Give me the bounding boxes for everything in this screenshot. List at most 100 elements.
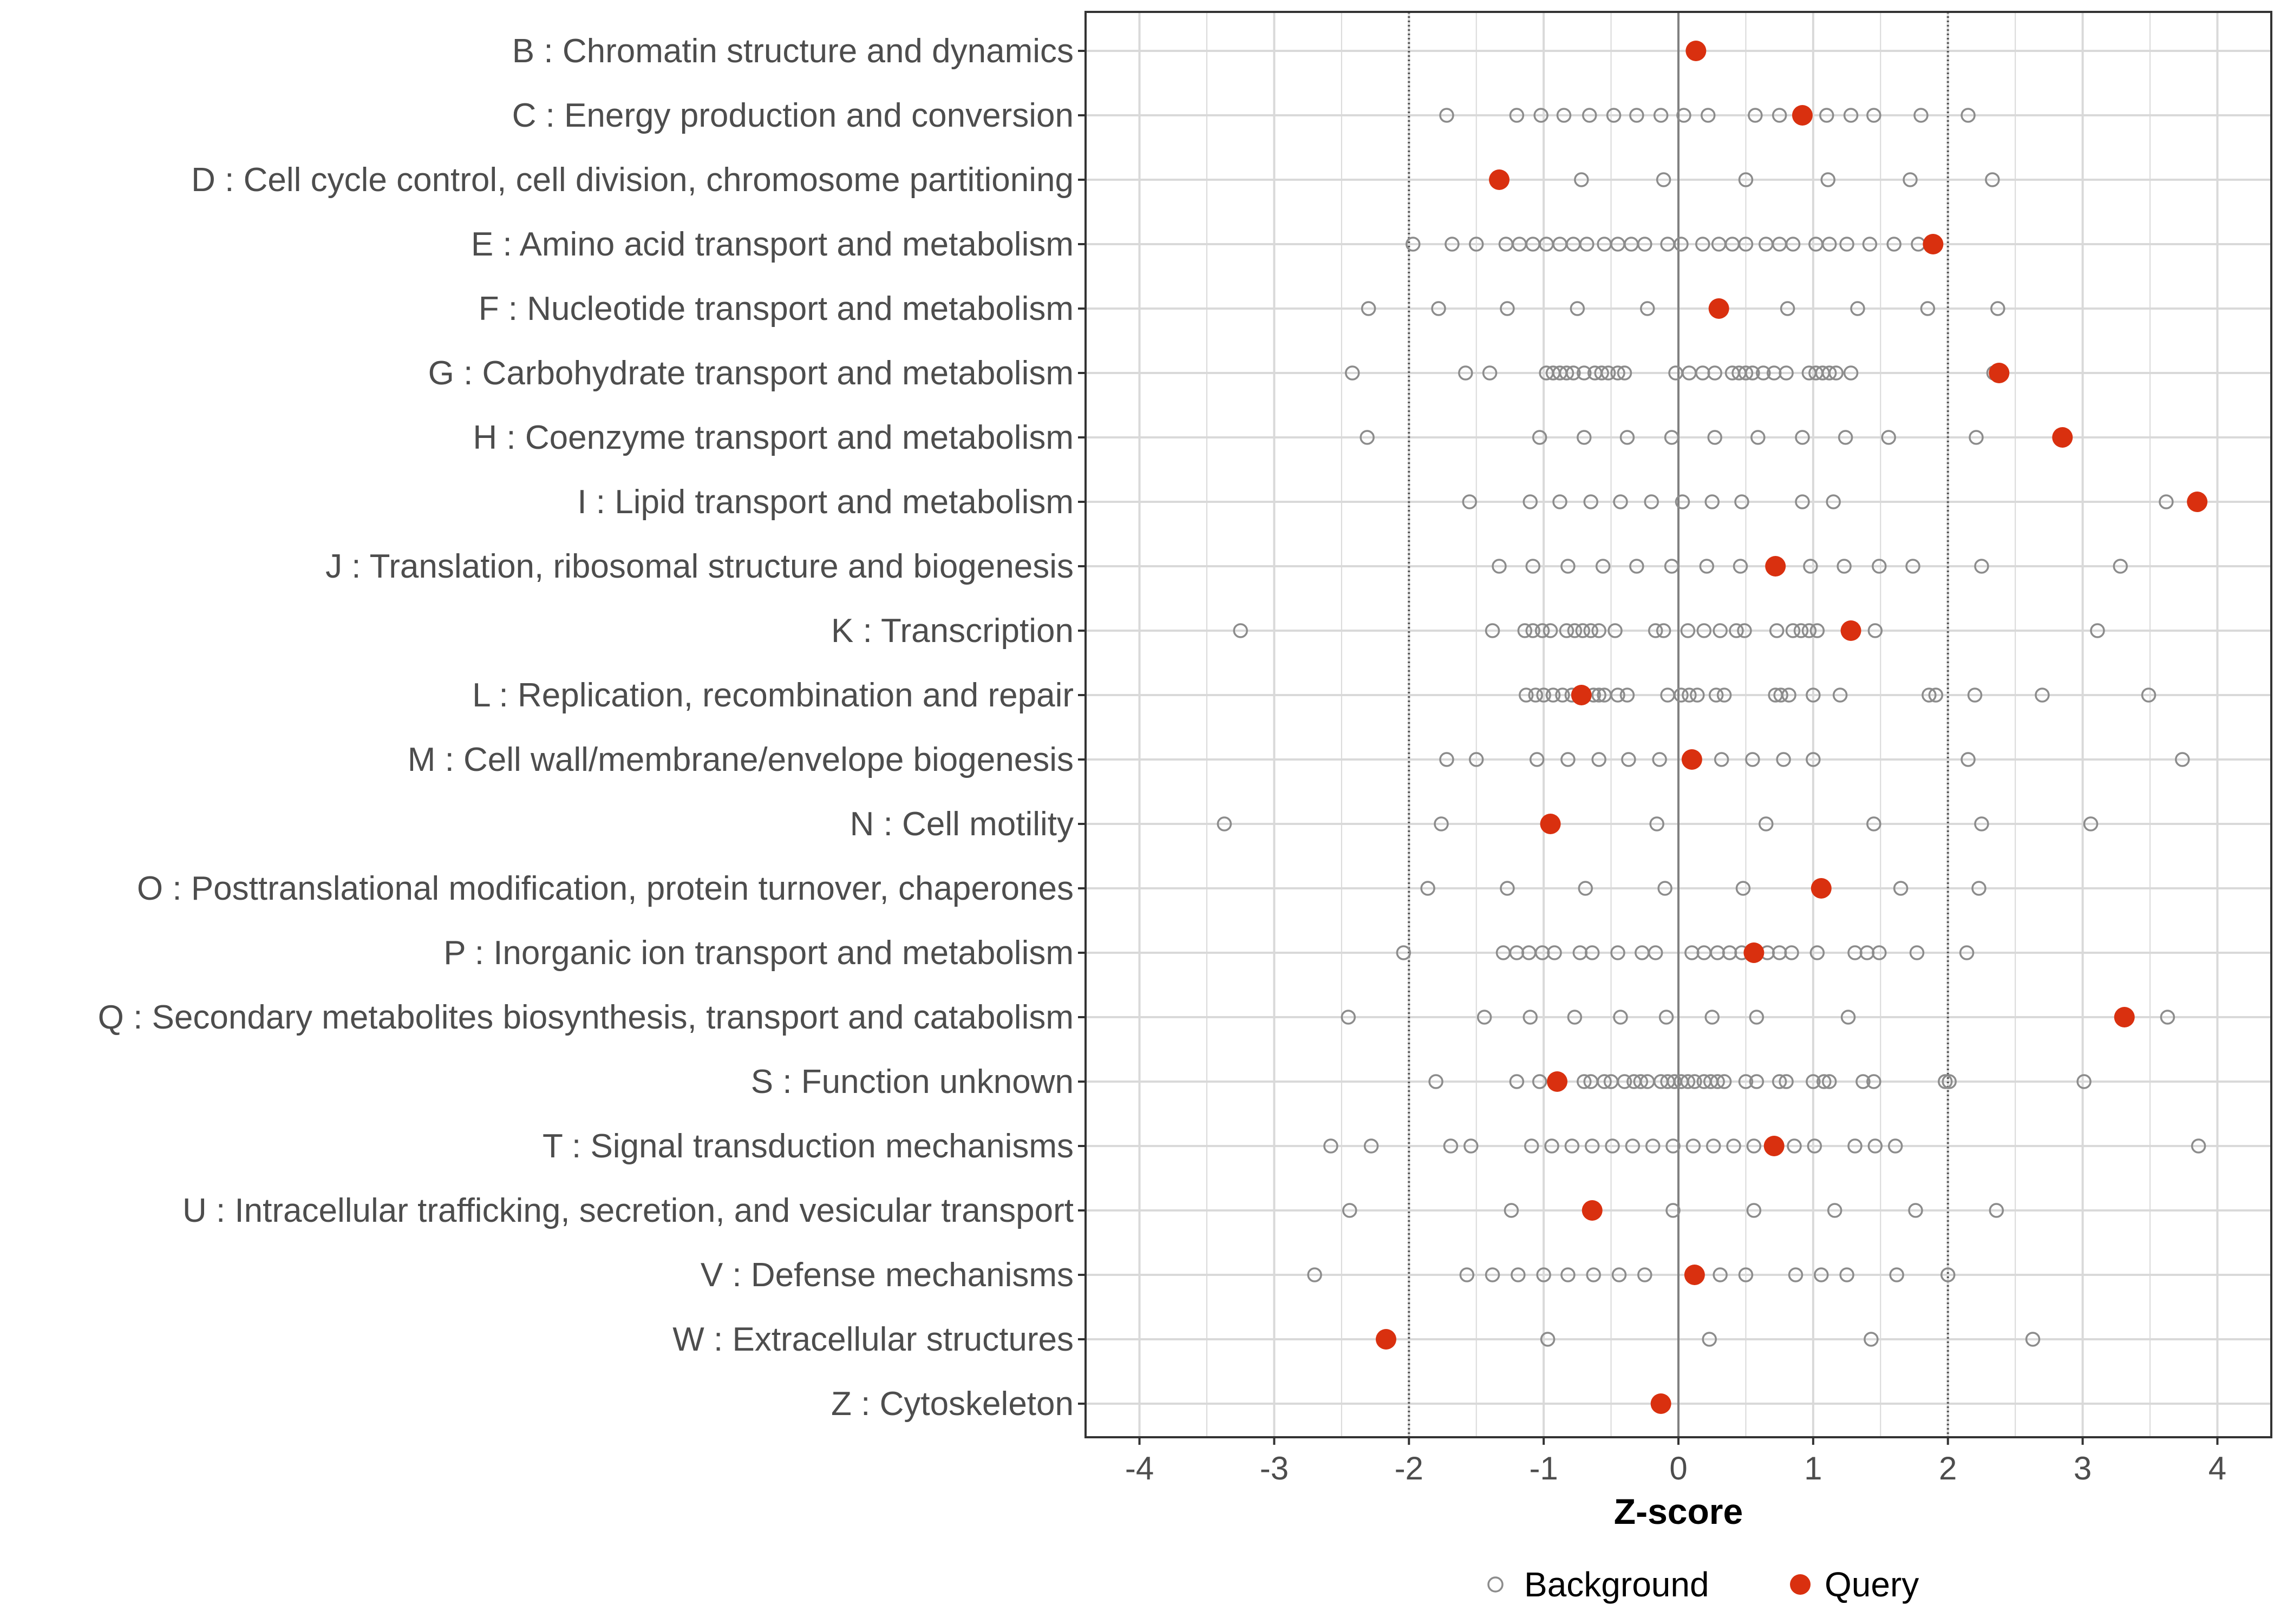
background-point — [1525, 623, 1540, 638]
background-point — [1608, 623, 1623, 638]
background-point — [1468, 237, 1484, 252]
background-point — [1675, 494, 1690, 509]
background-point — [1656, 172, 1671, 187]
category-label: I : Lipid transport and metabolism — [577, 483, 1074, 521]
background-point — [1591, 752, 1606, 767]
query-point — [1489, 169, 1510, 190]
category-label: E : Amino acid transport and metabolism — [471, 226, 1074, 263]
background-point — [1847, 1138, 1863, 1154]
background-point — [1793, 623, 1809, 638]
background-point — [1533, 108, 1548, 123]
background-point — [1959, 945, 1975, 960]
background-point — [1492, 559, 1507, 574]
background-point — [1664, 559, 1680, 574]
query-point — [1540, 814, 1561, 834]
background-point — [1591, 687, 1606, 703]
background-point — [1658, 1010, 1674, 1025]
background-point — [1699, 559, 1715, 574]
background-point — [1536, 687, 1551, 703]
background-point — [1619, 430, 1635, 445]
background-point — [1928, 687, 1944, 703]
query-point — [1708, 298, 1729, 319]
background-point — [2191, 1138, 2206, 1154]
background-point — [1517, 623, 1533, 638]
x-tick-label: -4 — [1125, 1450, 1154, 1487]
query-point — [2052, 427, 2073, 448]
background-point — [1621, 752, 1636, 767]
background-point — [1532, 1074, 1547, 1089]
background-point — [1462, 494, 1478, 509]
background-point — [2035, 687, 2050, 703]
background-point — [1606, 108, 1622, 123]
background-point — [1826, 494, 1841, 509]
background-point — [1543, 623, 1558, 638]
background-point — [1938, 1074, 1953, 1089]
query-point — [1792, 105, 1813, 126]
background-point — [1570, 301, 1585, 316]
query-point — [1375, 1329, 1396, 1350]
background-point — [1773, 687, 1788, 703]
x-tick-label: 3 — [2074, 1450, 2092, 1487]
background-point — [1323, 1138, 1338, 1154]
background-point — [1839, 237, 1854, 252]
background-point — [1749, 1074, 1765, 1089]
background-point — [1619, 687, 1635, 703]
background-point — [1843, 108, 1859, 123]
background-point — [1748, 108, 1763, 123]
background-point — [1525, 559, 1540, 574]
background-point — [1809, 623, 1825, 638]
background-point — [1633, 1074, 1649, 1089]
background-point — [1458, 365, 1473, 381]
background-point — [1657, 881, 1672, 896]
legend-marker-query — [1790, 1574, 1811, 1595]
background-point — [1787, 1138, 1802, 1154]
background-point — [1839, 1267, 1854, 1282]
background-point — [1509, 1074, 1525, 1089]
background-point — [1522, 494, 1538, 509]
query-point — [1547, 1071, 1568, 1092]
background-point — [1821, 365, 1837, 381]
background-point — [1405, 237, 1421, 252]
background-point — [1738, 365, 1754, 381]
background-point — [1536, 1267, 1551, 1282]
background-point — [1529, 752, 1545, 767]
background-point — [1867, 1138, 1883, 1154]
background-point — [1866, 108, 1881, 123]
background-point — [1779, 1074, 1794, 1089]
query-point — [1811, 878, 1832, 899]
background-point — [1685, 1138, 1701, 1154]
category-label: K : Transcription — [831, 612, 1074, 650]
background-point — [1989, 1203, 2004, 1218]
background-point — [1866, 1074, 1881, 1089]
background-point — [1881, 430, 1896, 445]
background-point — [1707, 365, 1722, 381]
background-point — [1701, 108, 1716, 123]
background-point — [1738, 1267, 1754, 1282]
background-point — [1920, 301, 1936, 316]
background-point — [1738, 172, 1754, 187]
category-label: V : Defense mechanisms — [701, 1256, 1074, 1294]
background-point — [1838, 430, 1853, 445]
background-point — [1862, 237, 1878, 252]
background-point — [1544, 1138, 1559, 1154]
background-point — [1905, 559, 1920, 574]
background-point — [1560, 559, 1576, 574]
background-point — [1577, 365, 1592, 381]
category-label: M : Cell wall/membrane/envelope biogenes… — [408, 741, 1074, 778]
background-point — [1690, 687, 1705, 703]
background-point — [1713, 1267, 1728, 1282]
background-point — [1645, 1138, 1661, 1154]
background-point — [1820, 172, 1835, 187]
background-point — [1746, 1138, 1762, 1154]
background-point — [1749, 1010, 1765, 1025]
background-point — [1887, 1138, 1903, 1154]
background-point — [1597, 1074, 1612, 1089]
category-label: C : Energy production and conversion — [512, 97, 1074, 134]
background-point — [1893, 881, 1909, 896]
background-point — [1431, 301, 1446, 316]
background-point — [1528, 687, 1543, 703]
query-point — [2187, 492, 2208, 512]
background-point — [1710, 1074, 1725, 1089]
